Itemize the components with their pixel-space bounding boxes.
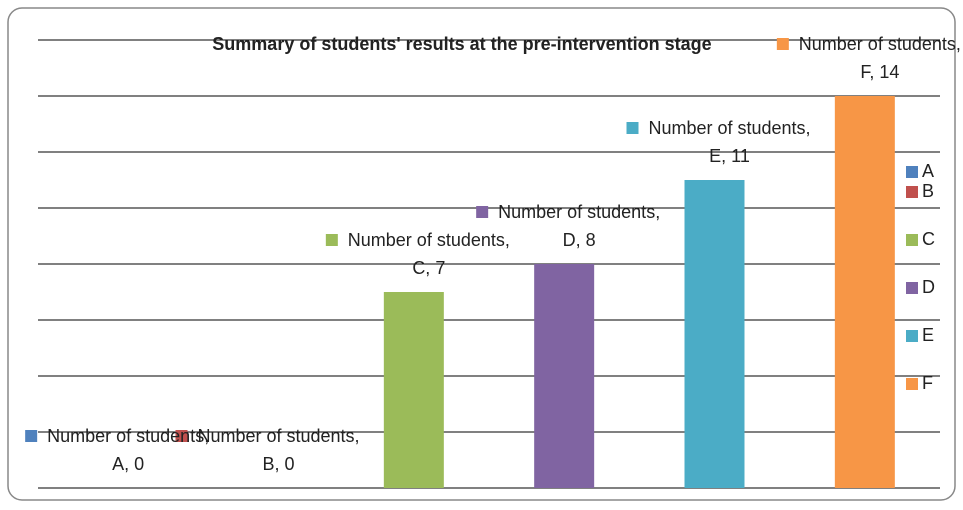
legend-label: E: [922, 325, 935, 345]
data-label-marker: [25, 430, 38, 442]
data-label: Number of students, E, 11: [648, 118, 811, 166]
data-label: Number of students, F, 14: [798, 34, 961, 82]
chart-title: Summary of students' results at the pre-…: [212, 34, 712, 54]
bar: [684, 180, 745, 488]
data-label-marker: [476, 206, 489, 218]
legend-swatch: [906, 234, 918, 246]
legend-label: B: [922, 181, 935, 201]
legend-label: A: [922, 161, 935, 181]
legend-label: C: [922, 229, 935, 249]
bar: [834, 96, 895, 488]
bar: [534, 264, 595, 488]
legend-swatch: [906, 378, 918, 390]
legend-label: F: [922, 373, 933, 393]
bar: [383, 292, 444, 488]
legend-label: D: [922, 277, 935, 297]
legend-swatch: [906, 166, 918, 178]
data-label-marker: [776, 38, 789, 50]
data-label-marker: [626, 122, 639, 134]
legend-swatch: [906, 282, 918, 294]
data-label: Number of students, B, 0: [197, 426, 360, 474]
data-label: Number of students, D, 8: [498, 202, 661, 250]
data-label: Number of students, A, 0: [47, 426, 210, 474]
legend-swatch: [906, 186, 918, 198]
legend-swatch: [906, 330, 918, 342]
data-label-marker: [175, 430, 188, 442]
data-label: Number of students, C, 7: [347, 230, 510, 278]
data-label-marker: [325, 234, 338, 246]
